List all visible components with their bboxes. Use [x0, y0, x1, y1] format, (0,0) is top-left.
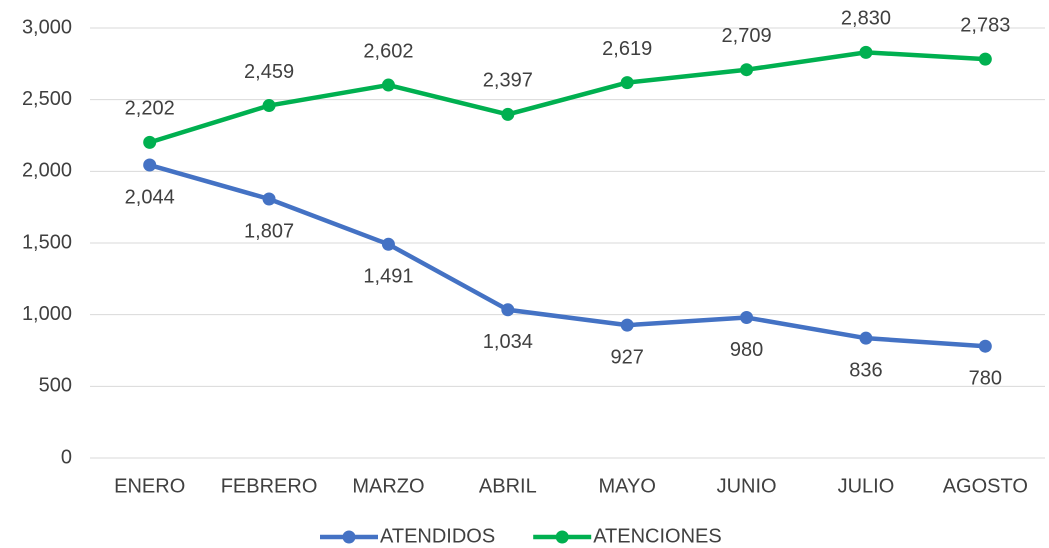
data-label: 2,459 [244, 61, 294, 83]
x-tick-label: JULIO [838, 475, 895, 497]
y-tick-label: 2,500 [22, 88, 72, 110]
data-label: 2,602 [363, 40, 413, 62]
data-label: 2,709 [722, 25, 772, 47]
data-label: 836 [849, 359, 882, 381]
data-label: 1,034 [483, 331, 533, 353]
data-point [859, 45, 873, 59]
data-point [620, 318, 634, 332]
x-tick-label: AGOSTO [943, 475, 1028, 497]
x-tick-label: ENERO [114, 475, 185, 497]
y-tick-label: 1,500 [22, 231, 72, 253]
data-label: 2,202 [125, 98, 175, 120]
data-point [501, 107, 515, 121]
data-point [620, 76, 634, 90]
data-point [501, 303, 515, 317]
legend-marker [342, 530, 356, 544]
y-tick-label: 3,000 [22, 16, 72, 38]
data-point [978, 339, 992, 353]
data-point [740, 63, 754, 77]
data-label: 2,830 [841, 8, 891, 30]
x-tick-label: JUNIO [717, 475, 777, 497]
y-tick-label: 1,000 [22, 303, 72, 325]
legend-label: ATENCIONES [593, 525, 722, 547]
data-point [381, 237, 395, 251]
data-point [262, 192, 276, 206]
y-tick-label: 0 [61, 446, 72, 468]
y-tick-label: 2,000 [22, 160, 72, 182]
data-label: 2,397 [483, 70, 533, 92]
data-point [143, 158, 157, 172]
series-line [149, 162, 986, 349]
data-point [262, 99, 276, 113]
data-label: 2,619 [602, 38, 652, 60]
data-point [859, 331, 873, 345]
x-tick-label: ABRIL [479, 475, 537, 497]
data-point [978, 52, 992, 66]
y-tick-label: 500 [39, 375, 72, 397]
x-tick-label: FEBRERO [221, 475, 318, 497]
data-label: 1,807 [244, 220, 294, 242]
series-line [149, 50, 986, 145]
data-label: 780 [969, 367, 1002, 389]
data-label: 927 [611, 346, 644, 368]
data-point [740, 311, 754, 325]
data-label: 2,783 [960, 14, 1010, 36]
legend-label: ATENDIDOS [380, 525, 495, 547]
data-point [143, 135, 157, 149]
data-label: 2,044 [125, 186, 175, 208]
data-label: 1,491 [363, 266, 413, 288]
legend-marker [555, 530, 569, 544]
x-tick-label: MARZO [352, 475, 424, 497]
data-label: 980 [730, 339, 763, 361]
x-tick-label: MAYO [598, 475, 655, 497]
data-point [381, 78, 395, 92]
